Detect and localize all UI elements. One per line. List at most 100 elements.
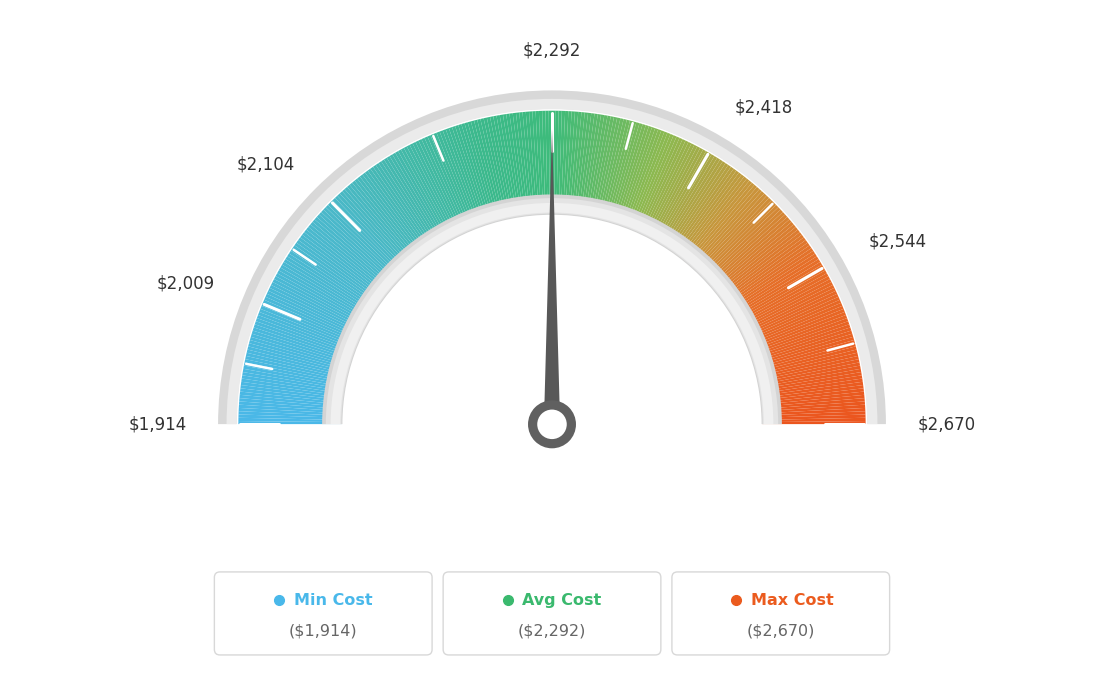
Wedge shape	[319, 212, 397, 284]
Wedge shape	[250, 337, 350, 368]
Wedge shape	[756, 350, 858, 376]
Wedge shape	[264, 297, 360, 341]
Wedge shape	[257, 315, 354, 353]
Wedge shape	[240, 395, 342, 406]
Circle shape	[528, 400, 576, 448]
Wedge shape	[752, 328, 851, 362]
Wedge shape	[352, 181, 420, 262]
Wedge shape	[736, 273, 828, 325]
Wedge shape	[722, 240, 808, 302]
Wedge shape	[739, 279, 831, 329]
Wedge shape	[276, 273, 368, 325]
Wedge shape	[724, 246, 811, 306]
Wedge shape	[552, 110, 555, 214]
Text: Avg Cost: Avg Cost	[522, 593, 602, 608]
Wedge shape	[455, 125, 489, 224]
Wedge shape	[519, 112, 532, 215]
Wedge shape	[746, 306, 843, 347]
Wedge shape	[762, 417, 866, 422]
Wedge shape	[242, 375, 344, 393]
Wedge shape	[477, 119, 503, 220]
Wedge shape	[305, 230, 388, 295]
Wedge shape	[268, 288, 362, 335]
Wedge shape	[535, 111, 543, 215]
Wedge shape	[715, 227, 798, 294]
Wedge shape	[490, 116, 512, 218]
Wedge shape	[238, 415, 342, 420]
Wedge shape	[516, 112, 530, 215]
Wedge shape	[480, 118, 506, 219]
Wedge shape	[629, 132, 670, 230]
Wedge shape	[338, 193, 410, 271]
Wedge shape	[704, 207, 781, 280]
Wedge shape	[627, 132, 668, 229]
Wedge shape	[585, 115, 604, 217]
Wedge shape	[539, 111, 545, 214]
Wedge shape	[617, 126, 652, 225]
Wedge shape	[729, 253, 817, 312]
Wedge shape	[261, 306, 358, 347]
Wedge shape	[248, 343, 349, 372]
Wedge shape	[321, 210, 399, 282]
Wedge shape	[439, 130, 479, 228]
Wedge shape	[251, 334, 351, 366]
Wedge shape	[755, 343, 856, 372]
Wedge shape	[280, 265, 371, 319]
Wedge shape	[470, 121, 500, 221]
Wedge shape	[676, 170, 739, 255]
Wedge shape	[289, 250, 376, 310]
Wedge shape	[241, 382, 343, 398]
Wedge shape	[656, 151, 709, 242]
Wedge shape	[406, 145, 457, 238]
Wedge shape	[254, 324, 352, 359]
Wedge shape	[744, 297, 840, 341]
Wedge shape	[761, 382, 863, 398]
Wedge shape	[678, 172, 742, 257]
Wedge shape	[474, 120, 502, 221]
Text: $1,914: $1,914	[128, 415, 187, 433]
Wedge shape	[710, 217, 789, 287]
Wedge shape	[762, 415, 866, 420]
Wedge shape	[282, 262, 372, 317]
Wedge shape	[762, 411, 866, 417]
Wedge shape	[306, 227, 389, 294]
Wedge shape	[542, 111, 548, 214]
Wedge shape	[272, 282, 364, 331]
Wedge shape	[335, 196, 408, 273]
Wedge shape	[360, 175, 425, 258]
Wedge shape	[250, 340, 350, 370]
Wedge shape	[711, 219, 792, 288]
Wedge shape	[532, 111, 541, 215]
Wedge shape	[694, 193, 766, 271]
Wedge shape	[295, 243, 381, 304]
Wedge shape	[692, 191, 764, 270]
Wedge shape	[716, 230, 799, 295]
Wedge shape	[760, 375, 862, 393]
Wedge shape	[758, 366, 861, 387]
Wedge shape	[274, 276, 367, 327]
Wedge shape	[522, 112, 534, 215]
Wedge shape	[651, 148, 703, 240]
Wedge shape	[761, 391, 864, 404]
Text: $2,670: $2,670	[917, 415, 976, 433]
Wedge shape	[344, 187, 415, 266]
Wedge shape	[598, 118, 624, 219]
Wedge shape	[404, 146, 455, 239]
Wedge shape	[290, 248, 378, 308]
Wedge shape	[465, 122, 496, 222]
Wedge shape	[761, 388, 864, 402]
Wedge shape	[245, 359, 347, 383]
Wedge shape	[649, 146, 700, 239]
Wedge shape	[565, 111, 575, 215]
Wedge shape	[512, 112, 528, 216]
Wedge shape	[746, 303, 842, 345]
Wedge shape	[468, 121, 498, 221]
Wedge shape	[619, 127, 655, 226]
Wedge shape	[737, 276, 830, 327]
Wedge shape	[659, 155, 714, 244]
Wedge shape	[723, 243, 809, 304]
Wedge shape	[238, 417, 342, 422]
Wedge shape	[330, 203, 774, 424]
Wedge shape	[310, 222, 391, 290]
Wedge shape	[753, 331, 852, 364]
